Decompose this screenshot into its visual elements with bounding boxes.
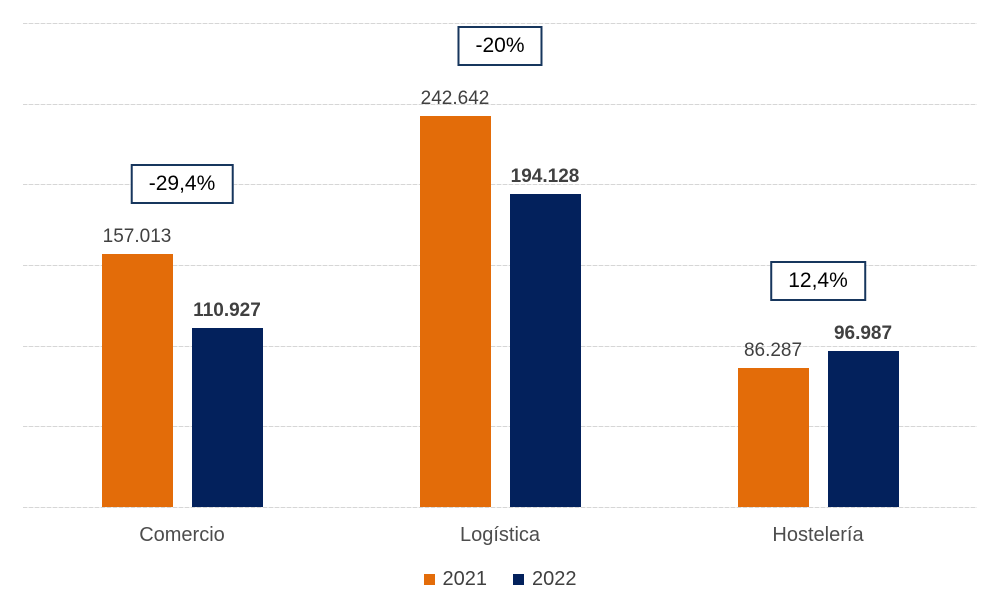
gridline <box>23 265 977 266</box>
legend-swatch-icon <box>423 573 435 585</box>
bar-2022-logistica <box>509 194 581 507</box>
gridline <box>23 507 977 508</box>
data-label-2022-logistica: 194.128 <box>510 166 580 187</box>
gridline <box>23 345 977 347</box>
legend-label: 2021 <box>442 568 488 590</box>
bar-2022-hosteleria <box>827 351 899 507</box>
data-label-2021-logistica: 242.642 <box>420 88 490 109</box>
gridline <box>23 23 977 24</box>
category-label-hosteleria: Hostelería <box>772 524 864 546</box>
category-label-logistica: Logística <box>459 524 541 546</box>
bar-2021-logistica <box>419 116 491 507</box>
change-callout-logistica: -20% <box>457 26 543 66</box>
change-callout-hosteleria: 12,4% <box>770 261 866 301</box>
legend-swatch-icon <box>513 573 524 585</box>
data-label-2021-comercio: 157.013 <box>102 226 172 247</box>
data-label-2022-hosteleria: 96.987 <box>833 323 893 344</box>
legend: 2021 2022 <box>0 567 1000 591</box>
data-label-2021-hosteleria: 86.287 <box>743 340 803 361</box>
bar-2021-comercio <box>101 254 173 507</box>
legend-item-2021: 2021 <box>423 567 488 591</box>
data-label-2022-comercio: 110.927 <box>193 300 261 321</box>
gridline <box>23 103 977 105</box>
legend-item-2022: 2022 <box>513 567 577 591</box>
gridline <box>23 184 977 186</box>
change-callout-comercio: -29,4% <box>130 164 234 204</box>
category-label-comercio: Comercio <box>139 524 225 546</box>
bar-2021-hosteleria <box>737 368 809 507</box>
bar-2022-comercio <box>191 328 263 507</box>
plot-area: 157.013 110.927 -29,4% Comercio 242.642 194.1… <box>23 23 977 546</box>
gridline <box>23 426 977 428</box>
legend-label: 2022 <box>532 568 577 590</box>
